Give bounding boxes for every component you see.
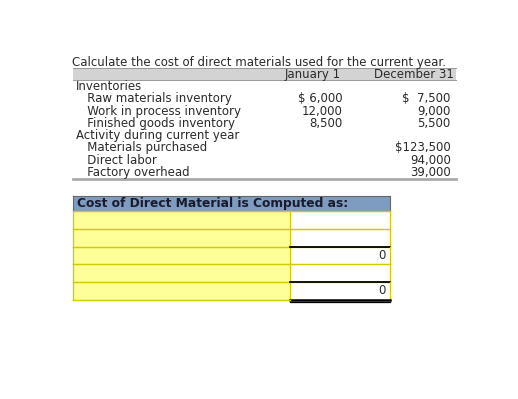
Bar [73,282,290,300]
Text: Factory overhead: Factory overhead [76,166,189,179]
Bar [73,93,456,105]
Bar [73,154,456,166]
Bar [73,68,456,80]
Text: Finished goods inventory: Finished goods inventory [76,117,235,130]
Text: $  7,500: $ 7,500 [402,92,451,105]
Bar [290,229,390,247]
Bar [290,282,390,300]
Text: December 31: December 31 [373,67,453,81]
Text: 12,000: 12,000 [301,105,342,118]
Text: Direct labor: Direct labor [76,154,156,167]
Text: Cost of Direct Material is Computed as:: Cost of Direct Material is Computed as: [77,197,349,210]
Text: 39,000: 39,000 [410,166,451,179]
Text: Calculate the cost of direct materials used for the current year.: Calculate the cost of direct materials u… [73,55,447,69]
Bar [73,166,456,179]
Bar [290,247,390,264]
Bar [73,80,456,93]
Text: 0: 0 [378,249,385,262]
Text: Raw materials inventory: Raw materials inventory [76,92,232,105]
Text: Work in process inventory: Work in process inventory [76,105,240,118]
Text: 9,000: 9,000 [418,105,451,118]
Text: 8,500: 8,500 [309,117,342,130]
Text: 0: 0 [378,284,385,297]
Text: January 1: January 1 [285,67,341,81]
Text: 94,000: 94,000 [410,154,451,167]
Bar [73,211,290,229]
Text: $ 6,000: $ 6,000 [297,92,342,105]
Bar [290,264,390,282]
Text: Inventories: Inventories [76,80,142,93]
Bar [73,117,456,130]
Bar [73,142,456,154]
Text: 5,500: 5,500 [418,117,451,130]
Bar [73,229,290,247]
Bar [73,130,456,142]
Text: Materials purchased: Materials purchased [76,142,207,154]
Bar [73,196,390,211]
Bar [73,105,456,117]
Bar [290,211,390,229]
Bar [73,264,290,282]
Text: Activity during current year: Activity during current year [76,129,239,142]
Bar [73,247,290,264]
Text: $123,500: $123,500 [395,142,451,154]
